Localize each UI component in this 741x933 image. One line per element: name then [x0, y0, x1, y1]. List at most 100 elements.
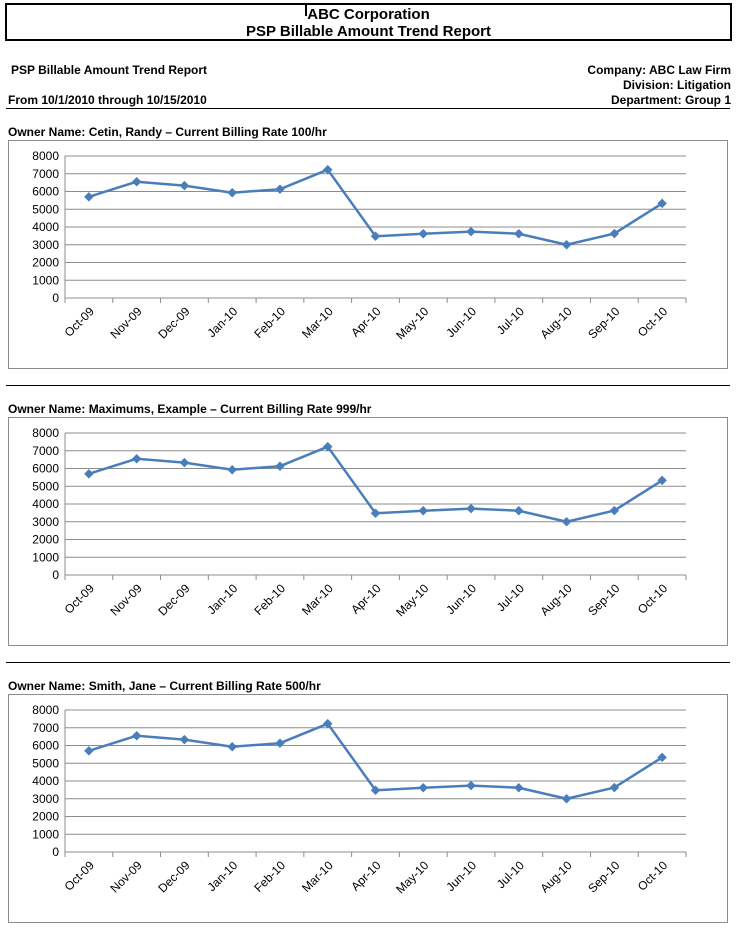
data-point: [275, 461, 285, 472]
x-tick-label: Jan-10: [204, 581, 240, 617]
owner-label-2: Owner Name: Maximums, Example – Current …: [8, 402, 372, 416]
y-tick-label: 5000: [32, 479, 59, 493]
x-tick-label: Jul-10: [494, 304, 527, 337]
data-point: [275, 738, 285, 749]
title-notch: [305, 3, 307, 16]
y-tick-label: 6000: [32, 462, 59, 476]
x-tick-label: Aug-10: [537, 304, 574, 341]
data-point: [179, 457, 190, 468]
division-name: Division: Litigation: [623, 78, 731, 92]
data-point: [609, 228, 620, 239]
y-tick-label: 7000: [32, 167, 59, 181]
x-tick-label: Nov-09: [108, 581, 145, 618]
company-title: ABC Corporation: [307, 6, 430, 23]
x-tick-label: Jan-10: [204, 304, 240, 340]
y-tick-label: 8000: [32, 703, 59, 717]
data-point: [561, 793, 572, 804]
y-tick-label: 2000: [32, 533, 59, 547]
company-name: Company: ABC Law Firm: [587, 63, 731, 77]
x-tick-label: Sep-10: [585, 858, 622, 895]
report-title-box: ABC Corporation PSP Billable Amount Tren…: [5, 3, 732, 41]
y-tick-label: 0: [52, 291, 59, 305]
y-tick-label: 6000: [32, 185, 59, 199]
data-point: [513, 782, 524, 793]
data-point: [179, 180, 190, 191]
data-point: [609, 505, 620, 516]
x-tick-label: Jun-10: [443, 858, 479, 894]
x-tick-label: Apr-10: [348, 858, 384, 894]
trend-chart-3: 0 1000 2000 3000 4000 5000 6000 7000 8000 Oct-09 N…: [32, 703, 687, 896]
y-tick-label: 3000: [32, 792, 59, 806]
x-tick-label: May-10: [393, 858, 431, 896]
data-point: [561, 239, 572, 250]
y-tick-label: 8000: [32, 426, 59, 440]
owner-label-3: Owner Name: Smith, Jane – Current Billin…: [8, 679, 321, 693]
data-point: [84, 191, 94, 202]
x-tick-label: Nov-09: [108, 858, 145, 895]
y-tick-label: 5000: [32, 756, 59, 770]
owner-label-1: Owner Name: Cetin, Randy – Current Billi…: [8, 125, 327, 139]
section-divider-2: [6, 662, 730, 663]
data-point: [84, 745, 94, 756]
x-tick-label: Oct-10: [635, 581, 671, 617]
x-tick-label: Dec-09: [155, 581, 192, 618]
x-tick-label: Apr-10: [348, 304, 384, 340]
data-point: [322, 441, 333, 452]
data-point: [561, 516, 572, 527]
data-point: [227, 464, 238, 475]
x-tick-label: Feb-10: [251, 304, 288, 341]
data-point: [513, 505, 524, 516]
data-point: [227, 187, 238, 198]
y-tick-label: 4000: [32, 220, 59, 234]
y-tick-label: 0: [52, 845, 59, 859]
x-tick-label: Feb-10: [251, 858, 288, 895]
y-tick-label: 1000: [32, 273, 59, 287]
data-point: [418, 782, 429, 793]
data-point: [657, 198, 667, 209]
y-tick-label: 3000: [32, 238, 59, 252]
x-tick-label: Apr-10: [348, 581, 384, 617]
x-tick-label: Oct-09: [62, 304, 98, 340]
y-tick-label: 0: [52, 568, 59, 582]
data-point: [370, 785, 381, 796]
x-tick-label: Aug-10: [537, 858, 574, 895]
x-tick-label: Dec-09: [155, 858, 192, 895]
trend-chart-2: 0 1000 2000 3000 4000 5000 6000 7000 8000 Oct-09 N…: [32, 426, 687, 619]
x-tick-label: Sep-10: [585, 581, 622, 618]
chart-panel-3: 0 1000 2000 3000 4000 5000 6000 7000 8000 Oct-09 N…: [8, 694, 728, 923]
data-point: [131, 730, 142, 741]
y-tick-label: 1000: [32, 827, 59, 841]
data-point: [322, 718, 333, 729]
x-tick-label: Jun-10: [443, 581, 479, 617]
x-tick-label: Mar-10: [299, 581, 336, 618]
data-point: [609, 782, 620, 793]
x-tick-label: Jun-10: [443, 304, 479, 340]
y-tick-label: 7000: [32, 721, 59, 735]
y-tick-label: 3000: [32, 515, 59, 529]
data-point: [657, 475, 667, 486]
y-tick-label: 4000: [32, 497, 59, 511]
header-divider: [6, 108, 730, 109]
data-point: [179, 734, 190, 745]
x-tick-label: Jan-10: [204, 858, 240, 894]
x-tick-label: Jul-10: [494, 858, 527, 891]
data-point: [370, 508, 381, 519]
data-point: [466, 780, 476, 791]
x-tick-label: Mar-10: [299, 858, 336, 895]
x-tick-label: May-10: [393, 304, 431, 342]
chart-panel-2: 0 1000 2000 3000 4000 5000 6000 7000 8000 Oct-09 N…: [8, 417, 728, 646]
left-report-title: PSP Billable Amount Trend Report: [11, 63, 208, 77]
x-tick-label: Oct-10: [635, 858, 671, 894]
x-tick-label: Nov-09: [108, 304, 145, 341]
y-tick-label: 4000: [32, 774, 59, 788]
data-point: [227, 741, 238, 752]
date-range: From 10/1/2010 through 10/15/2010: [8, 93, 207, 107]
department-name: Department: Group 1: [610, 93, 731, 107]
data-point: [657, 752, 667, 763]
data-point: [84, 468, 94, 479]
x-tick-label: Dec-09: [155, 304, 192, 341]
y-tick-label: 7000: [32, 444, 59, 458]
x-tick-label: May-10: [393, 581, 431, 619]
data-point: [322, 164, 333, 175]
trend-chart-1: 0 1000 2000 3000 4000 5000 6000 7000 8000 Oct-09 N…: [32, 149, 687, 342]
